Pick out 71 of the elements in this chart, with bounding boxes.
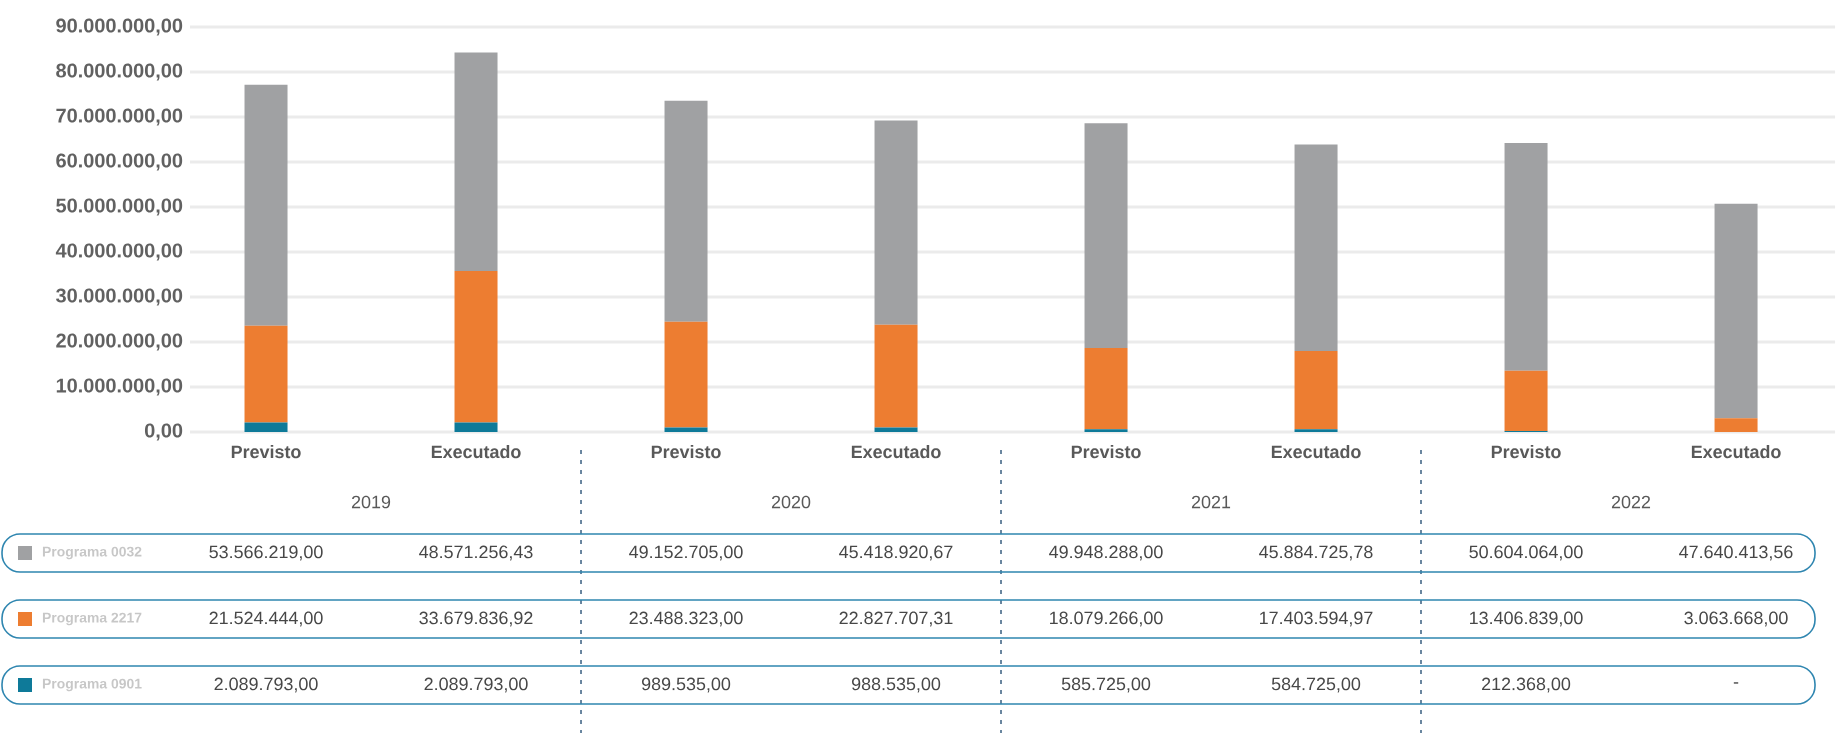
legend-label: Programa 2217 [42,612,142,626]
y-tick-label: 50.000.000,00 [56,198,183,216]
data-label: 33.679.836,92 [419,611,533,627]
bar [1504,370,1548,432]
data-label: 53.566.219,00 [209,545,323,561]
data-label: 21.524.444,00 [209,611,323,627]
data-label: 18.079.266,00 [1050,611,1163,627]
bar [1504,142,1548,371]
x-tick-label: Previsto [1071,445,1141,459]
x-tick-label: Executado [1271,445,1361,459]
bar [454,52,498,272]
bar [874,324,918,428]
x-tick-label: Executado [851,445,941,459]
text: - [1733,682,1739,684]
bar [1714,203,1758,419]
bar [1294,351,1338,430]
data-label: 45.884.725,78 [1259,545,1373,561]
y-tick-label: 80.000.000,00 [56,63,183,81]
y-tick-label: 90.000.000,00 [56,18,183,36]
text: 2021 [1191,495,1231,509]
bar [454,422,498,432]
bar [1084,123,1128,348]
x-tick-label: Executado [1691,445,1781,459]
data-label: 2.089.793,00 [424,677,528,693]
legend-label: Programa 0901 [42,678,142,692]
x-tick-label: Previsto [651,445,721,459]
bar [244,84,288,326]
legend-label: Programa 0032 [42,546,142,560]
data-label: 23.488.323,00 [629,611,743,627]
x-tick-label: Executado [431,445,521,459]
data-label: 22.827.707,31 [839,611,953,627]
data-label: 45.418.920,67 [839,545,953,561]
y-tick-label: 10.000.000,00 [56,378,183,396]
y-tick-label: 30.000.000,00 [56,288,183,306]
bar [664,321,708,428]
data-label: 585.725,00 [1061,677,1151,693]
data-label: 48.571.256,43 [419,545,533,561]
data-label: 49.152.705,00 [629,545,743,561]
data-label: 47.640.413,56 [1679,545,1793,561]
bar [244,422,288,432]
data-label: 584.725,00 [1271,677,1361,693]
data-label: 13.406.839,00 [1470,611,1583,627]
bar [664,427,708,432]
text: 2022 [1611,495,1651,509]
bar [664,100,708,322]
data-label: 49.948.288,00 [1049,545,1163,561]
y-tick-label: 0,00 [144,423,183,441]
data-label: 212.368,00 [1482,677,1571,693]
x-tick-label: Previsto [1491,445,1561,459]
x-tick-label: Previsto [231,445,301,459]
bar [454,271,498,423]
data-label: 989.535,00 [641,677,731,693]
data-label: 50.604.064,00 [1469,545,1583,561]
bar [1714,418,1758,432]
y-tick-label: 40.000.000,00 [55,243,183,261]
bar [1084,429,1128,432]
data-label: 17.403.594,97 [1260,611,1373,627]
y-tick-label: 70.000.000,00 [56,108,183,126]
data-label: 2.089.793,00 [214,677,318,693]
text: 2020 [771,495,811,509]
y-tick-label: 60.000.000,00 [56,153,183,171]
bar [874,120,918,325]
text: 2019 [351,495,391,509]
bar [874,427,918,432]
data-label: 988.535,00 [851,677,941,693]
bar [1084,347,1128,430]
bar [244,325,288,423]
bar [1294,144,1338,352]
data-label: 3.063.668,00 [1684,611,1788,627]
bar [1294,429,1338,432]
y-tick-label: 20.000.000,00 [56,333,183,351]
